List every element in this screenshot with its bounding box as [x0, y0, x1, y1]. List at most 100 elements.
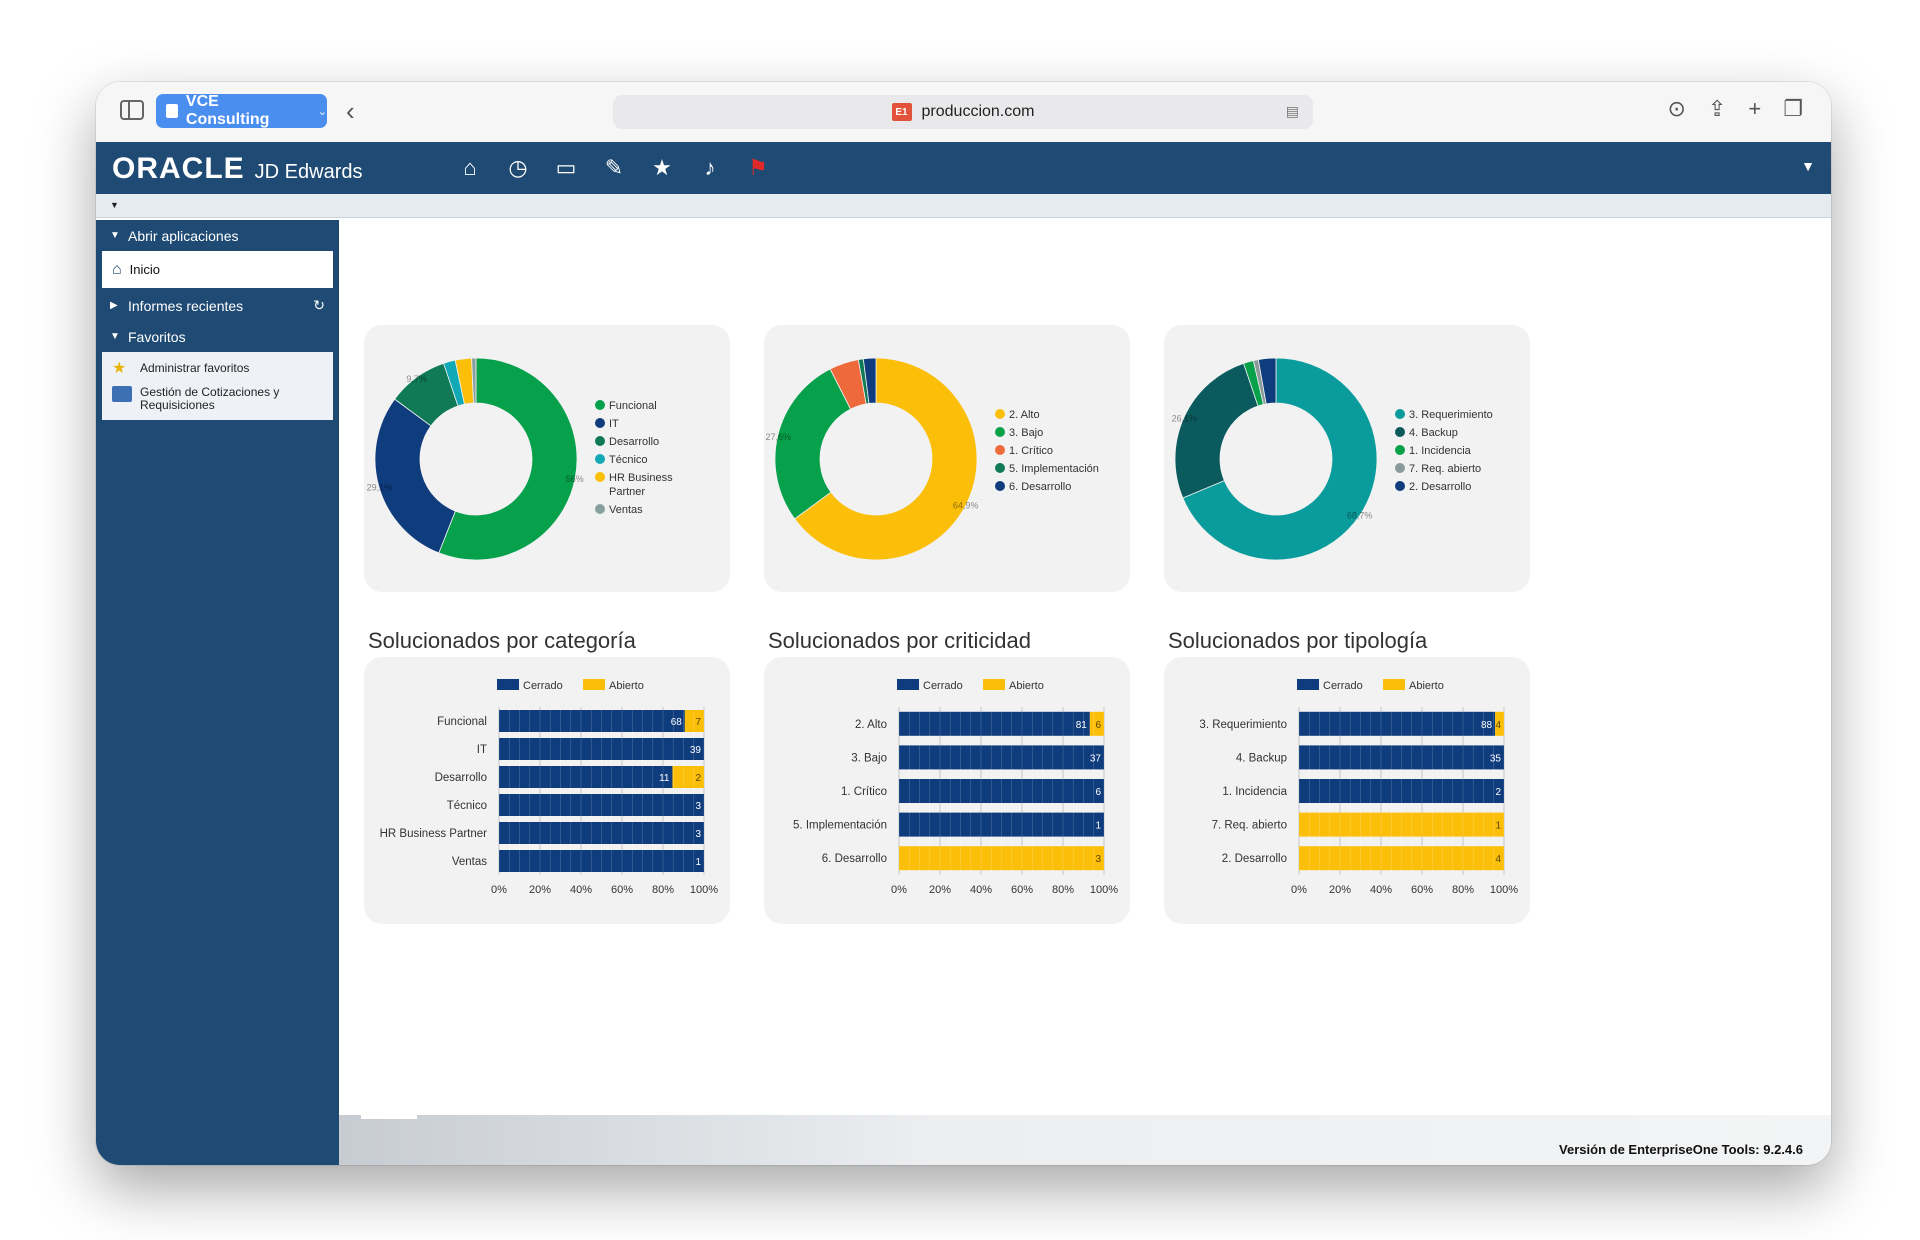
bell-icon[interactable]: ♪: [704, 155, 716, 180]
folder-icon: [112, 386, 132, 402]
bar-segment: [899, 779, 1104, 803]
donut-slice: [1174, 362, 1259, 499]
recent-icon[interactable]: ◷: [508, 155, 528, 180]
nav-item-home[interactable]: ⌂ Inicio: [102, 251, 333, 288]
y-tick-label: 2. Desarrollo: [1222, 853, 1287, 865]
bar-data-label: 81: [1076, 720, 1088, 731]
home-icon: ⌂: [112, 260, 122, 278]
download-icon[interactable]: ⊙: [1667, 96, 1686, 121]
browser-window: VCE Consulting ⌄ ‹ E1 produccion.com ▤ ⊙…: [96, 82, 1831, 1165]
sidebar-icon[interactable]: [120, 100, 144, 120]
y-tick-label: 6. Desarrollo: [822, 853, 887, 865]
bar-segment: [1089, 711, 1104, 736]
fav-item-manage[interactable]: ★ Administrar favoritos: [102, 358, 333, 382]
expand-icon: ▼: [110, 230, 120, 241]
bar-chart-typology: Cerrado Abierto 0% 20% 40% 60% 80% 100% 3. Reque…: [1199, 679, 1518, 896]
product-name: JD Edwards: [254, 161, 363, 183]
bar-segment: [1299, 779, 1504, 803]
donut-chart-category: 56% 29,1% 9,7% Funcional IT Desarrollo Técnico…: [367, 357, 673, 561]
bar-data-label: 4: [1495, 854, 1501, 865]
x-tick-label: 40%: [1370, 884, 1392, 896]
bar-segment: [672, 766, 704, 788]
donut-slice: [794, 357, 978, 561]
share-icon[interactable]: ⇪: [1707, 96, 1727, 121]
x-tick-label: 20%: [1329, 884, 1351, 896]
fav-item-quotes[interactable]: Gestión de Cotizaciones y Requisiciones: [102, 382, 333, 416]
x-tick-label: 0%: [891, 884, 907, 896]
bar-data-label: 3: [695, 801, 701, 812]
bar-data-label: 4: [1495, 720, 1501, 731]
carousel-toggle-icon[interactable]: ▼: [110, 200, 119, 210]
donut-chart-typology: 68,7% 26,1% 3. Requerimiento 4. Backup 1. In…: [1172, 357, 1493, 561]
donut-data-label: 68,7%: [1347, 511, 1373, 521]
bar-data-label: 88: [1481, 720, 1493, 731]
bar-segment: [684, 710, 704, 732]
legend-marker: [1395, 409, 1405, 419]
legend-marker: [983, 679, 1005, 690]
donut-card-criticality: 64,9% 27,6% 2. Alto 3. Bajo 1. Crítico 5. Imp…: [764, 325, 1130, 592]
legend-label: 3. Bajo: [1009, 427, 1043, 439]
nav-open-apps[interactable]: ▼ Abrir aplicaciones: [96, 220, 339, 251]
bar-data-label: 68: [671, 717, 683, 728]
legend-marker: [595, 454, 605, 464]
legend-label: 4. Backup: [1409, 427, 1458, 439]
refresh-icon[interactable]: ↻: [313, 297, 325, 313]
bar-segment: [499, 794, 704, 816]
home-icon[interactable]: ⌂: [463, 155, 477, 180]
bar-data-label: 2: [1495, 787, 1501, 798]
monitor-icon[interactable]: ▭: [555, 155, 577, 180]
donut-data-label: 56%: [566, 474, 584, 484]
favorites-panel: ★ Administrar favoritos Gestión de Cotiz…: [102, 352, 333, 420]
address-bar[interactable]: E1 produccion.com ▤: [613, 95, 1313, 129]
carousel-bar: ▼: [96, 194, 1831, 218]
donut-slice: [374, 398, 456, 554]
reader-icon[interactable]: ▤: [1285, 103, 1299, 119]
y-tick-label: Funcional: [437, 716, 487, 728]
bar-data-label: 6: [1095, 720, 1101, 731]
bar-data-label: 11: [659, 773, 670, 784]
tab-group-button[interactable]: VCE Consulting ⌄: [156, 93, 327, 128]
legend-marker: [897, 679, 919, 690]
url-text: produccion.com: [921, 103, 1035, 120]
nav-section-label: Abrir aplicaciones: [128, 227, 239, 244]
legend-label: 2. Alto: [1009, 409, 1040, 421]
legend-marker: [1383, 679, 1405, 690]
edit-icon[interactable]: ✎: [604, 155, 624, 180]
nav-recent-reports[interactable]: ▶ Informes recientes ↻: [96, 290, 339, 321]
bar-data-label: 6: [1095, 787, 1101, 798]
tabs-icon[interactable]: ❐: [1783, 96, 1803, 121]
tab-group-label: VCE Consulting: [185, 93, 270, 128]
header-menu-toggle[interactable]: ▼: [1801, 158, 1815, 174]
y-tick-label: HR Business Partner: [380, 828, 488, 840]
legend-marker: [995, 463, 1005, 473]
bar-data-label: 39: [690, 745, 702, 756]
legend-label: Abierto: [1409, 680, 1444, 692]
back-icon[interactable]: ‹: [346, 96, 355, 126]
legend-label: Cerrado: [1323, 680, 1363, 692]
donut-card-typology: 68,7% 26,1% 3. Requerimiento 4. Backup 1. In…: [1164, 325, 1530, 592]
legend-marker: [995, 409, 1005, 419]
x-tick-label: 40%: [570, 884, 592, 896]
donut-slice: [438, 357, 578, 561]
nav-favorites[interactable]: ▼ Favoritos: [96, 321, 339, 352]
x-tick-label: 0%: [491, 884, 507, 896]
legend-label: 7. Req. abierto: [1409, 463, 1481, 475]
star-icon[interactable]: ★: [652, 155, 672, 180]
footer-bar: Versión de EnterpriseOne Tools: 9.2.4.6: [339, 1115, 1831, 1165]
x-tick-label: 80%: [652, 884, 674, 896]
oracle-logo-text: ORACLE: [112, 152, 245, 185]
y-tick-label: Técnico: [447, 800, 487, 812]
legend-label: IT: [609, 418, 619, 430]
legend-marker: [1297, 679, 1319, 690]
legend-label: 1. Incidencia: [1409, 445, 1472, 457]
plus-icon[interactable]: +: [1748, 96, 1762, 121]
y-tick-label: Desarrollo: [435, 772, 487, 784]
chart-title-typology: Solucionados por tipología: [1168, 628, 1428, 653]
app-header: ORACLE JD Edwards ⌂ ◷ ▭ ✎ ★ ♪ ⚑ ▼: [96, 142, 1831, 194]
donut-card-category: 56% 29,1% 9,7% Funcional IT Desarrollo Técnico…: [364, 325, 730, 592]
bar-segment: [899, 711, 1090, 736]
flag-icon[interactable]: ⚑: [748, 155, 768, 180]
legend-label: 6. Desarrollo: [1009, 481, 1071, 493]
chart-title-category: Solucionados por categoría: [368, 628, 636, 653]
bar-chart-criticality: Cerrado Abierto 0% 20% 40% 60% 80% 100% 2. Alto 8…: [793, 679, 1118, 896]
